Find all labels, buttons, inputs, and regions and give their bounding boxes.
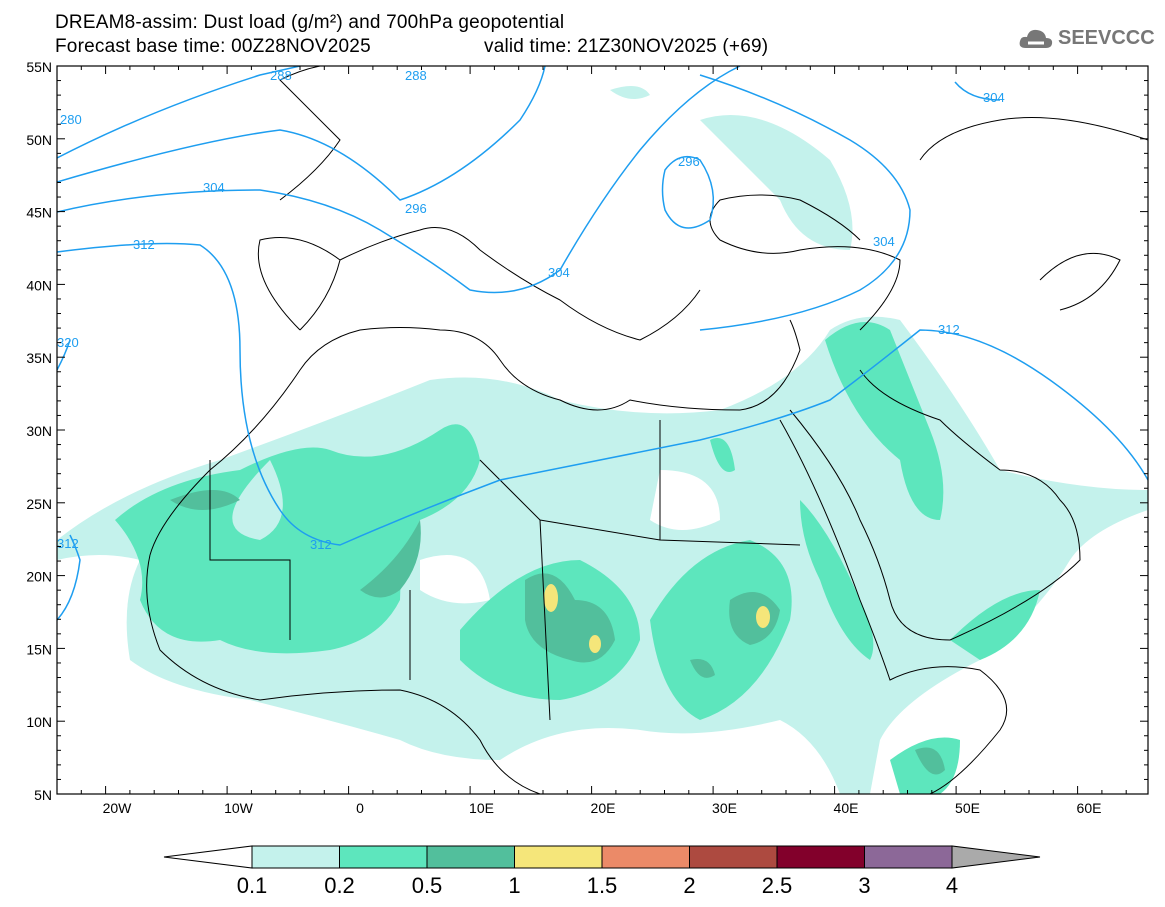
dust-area-medium: [825, 322, 944, 520]
dust-area-medium: [710, 438, 735, 472]
dust-load-field: [57, 86, 1148, 794]
dust-area-medium: [115, 424, 480, 654]
contour-label: 304: [873, 234, 895, 249]
lat-tick-label: 35N: [26, 350, 52, 366]
colorbar-swatch: [251, 845, 340, 869]
contour-label: 304: [983, 90, 1005, 105]
contour-label: 296: [405, 201, 427, 216]
colorbar-tick-label: 3: [858, 873, 870, 898]
lat-tick-label: 20N: [26, 569, 52, 585]
lat-tick-label: 5N: [34, 787, 52, 803]
cloud-icon: [1019, 29, 1053, 48]
dust-area-dark: [360, 520, 421, 598]
lon-tick-label: 20W: [103, 800, 133, 816]
lon-tick-label: 60E: [1077, 800, 1102, 816]
lat-tick-label: 25N: [26, 496, 52, 512]
lon-tick-label: 0: [356, 800, 364, 816]
contour-label: 320: [57, 335, 79, 350]
dust-area-dark: [915, 747, 945, 775]
colorbar-swatch: [601, 845, 690, 869]
latitude-axis: 55N 50N 45N 40N 35N 30N 25N 20N 15N 10N 5N: [26, 59, 1148, 803]
lon-tick-label: 30E: [712, 800, 737, 816]
lat-tick-label: 10N: [26, 714, 52, 730]
seevccc-logo: SEEVCCC: [1018, 26, 1155, 50]
dust-area-dark: [729, 592, 780, 645]
colorbar-under-arrow: [163, 845, 253, 869]
dust-area-medium: [950, 590, 1040, 660]
lat-tick-label: 45N: [26, 205, 52, 221]
contour-label: 312: [310, 537, 332, 552]
lon-tick-label: 40E: [834, 800, 859, 816]
colorbar-swatch: [689, 845, 778, 869]
colorbar-tick-label: 1.5: [587, 873, 618, 898]
colorbar-tick-label: 2.5: [762, 873, 793, 898]
map-title: DREAM8-assim: Dust load (g/m²) and 700hP…: [55, 12, 565, 33]
logo-text: SEEVCCC: [1058, 26, 1155, 49]
dust-area-dark: [170, 490, 240, 510]
colorbar-tick-label: 0.5: [412, 873, 443, 898]
longitude-axis: 20W 10W 0 10E 20E 30E 40E 50E 60E: [56, 66, 1127, 816]
colorbar-swatch: [514, 845, 603, 869]
valid-time: valid time: 21Z30NOV2025 (+69): [484, 36, 769, 57]
contour-label: 312: [57, 536, 79, 551]
dust-area-medium: [800, 500, 874, 660]
colorbar-swatch: [776, 845, 865, 869]
geopotential-contours: [57, 66, 1148, 621]
dust-area-light: [57, 316, 1148, 794]
forecast-base-time: Forecast base time: 00Z28NOV2025: [55, 36, 371, 57]
colorbar-tick-label: 2: [683, 873, 695, 898]
contour-label: 312: [133, 237, 155, 252]
colorbar-swatch: [426, 845, 515, 869]
dust-free-area: [420, 555, 490, 604]
colorbar-tick-label: 0.2: [324, 873, 355, 898]
dust-area-dark: [690, 659, 715, 678]
contour-label: 312: [938, 322, 960, 337]
colorbar-over-arrow: [951, 845, 1041, 869]
lon-tick-label: 10E: [469, 800, 494, 816]
colorbar-tick-label: 4: [946, 873, 958, 898]
contour-label: 288: [405, 68, 427, 83]
lon-tick-label: 50E: [955, 800, 980, 816]
colorbar-swatch: [339, 845, 428, 869]
lon-tick-label: 20E: [591, 800, 616, 816]
contour-label: 288: [270, 68, 292, 83]
dust-area-light: [610, 86, 650, 99]
lat-tick-label: 50N: [26, 132, 52, 148]
contour-label: 280: [60, 112, 82, 127]
dust-area-high: [589, 635, 601, 653]
colorbar-swatch: [864, 845, 953, 869]
lat-tick-label: 40N: [26, 277, 52, 293]
dust-area-high: [544, 584, 558, 612]
colorbar-tick-label: 0.1: [237, 873, 268, 898]
lon-tick-label: 10W: [224, 800, 254, 816]
dust-free-area: [650, 470, 720, 530]
lat-tick-label: 30N: [26, 423, 52, 439]
dust-area-high: [756, 606, 770, 628]
lat-tick-label: 55N: [26, 59, 52, 75]
colorbar-tick-label: 1: [508, 873, 520, 898]
contour-labels: 280 288 288 296 296 304 304 304 304 312 …: [57, 68, 1005, 552]
contour-label: 304: [548, 265, 570, 280]
lat-tick-label: 15N: [26, 641, 52, 657]
colorbar: 0.1 0.2 0.5 1 1.5 2 2.5 3 4: [163, 845, 1041, 898]
contour-label: 304: [203, 180, 225, 195]
dust-area-light: [700, 115, 853, 250]
contour-label: 296: [678, 154, 700, 169]
dust-area-medium: [650, 540, 792, 720]
coastlines: [146, 66, 1148, 794]
